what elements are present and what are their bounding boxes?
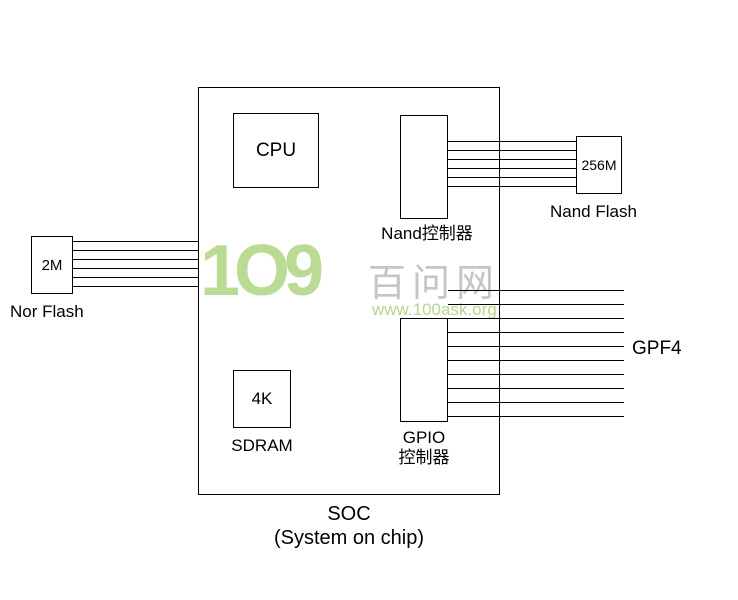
cpu-label: CPU bbox=[256, 140, 296, 162]
wire bbox=[73, 268, 198, 269]
sdram-caption: SDRAM bbox=[220, 436, 304, 456]
nand-flash-inner-label: 256M bbox=[581, 157, 616, 173]
wire bbox=[448, 318, 624, 319]
gpio-ctrl-caption: GPIO 控制器 bbox=[386, 428, 462, 469]
wire bbox=[448, 346, 624, 347]
wire bbox=[448, 374, 624, 375]
nor-flash-box: 2M bbox=[31, 236, 73, 294]
gpio-ctrl-caption-line2: 控制器 bbox=[386, 448, 462, 468]
sdram-box: 4K bbox=[233, 370, 291, 428]
wire bbox=[448, 150, 576, 151]
wire bbox=[448, 159, 576, 160]
wire bbox=[448, 332, 624, 333]
gpf4-label: GPF4 bbox=[632, 338, 682, 361]
wire bbox=[448, 304, 624, 305]
sdram-inner-label: 4K bbox=[252, 389, 273, 409]
wire bbox=[73, 241, 198, 242]
nor-flash-inner-label: 2M bbox=[42, 257, 63, 274]
wire bbox=[448, 177, 576, 178]
cpu-box: CPU bbox=[233, 113, 319, 188]
wire bbox=[448, 141, 576, 142]
gpio-ctrl-box bbox=[400, 318, 448, 422]
nand-ctrl-caption: Nand控制器 bbox=[372, 224, 482, 244]
wire bbox=[448, 402, 624, 403]
wire bbox=[73, 250, 198, 251]
wire bbox=[448, 416, 624, 417]
soc-title-line2: (System on chip) bbox=[198, 526, 500, 550]
wire bbox=[73, 259, 198, 260]
soc-title: SOC (System on chip) bbox=[198, 502, 500, 550]
wire bbox=[448, 186, 576, 187]
nand-ctrl-box bbox=[400, 115, 448, 219]
wire bbox=[448, 388, 624, 389]
wire bbox=[73, 286, 198, 287]
wire bbox=[448, 360, 624, 361]
nor-flash-caption: Nor Flash bbox=[10, 302, 110, 322]
wire bbox=[448, 168, 576, 169]
nand-flash-caption: Nand Flash bbox=[550, 202, 670, 222]
wire bbox=[448, 290, 624, 291]
gpio-ctrl-caption-line1: GPIO bbox=[386, 428, 462, 448]
wire bbox=[73, 277, 198, 278]
soc-title-line1: SOC bbox=[198, 502, 500, 526]
nand-flash-box: 256M bbox=[576, 136, 622, 194]
